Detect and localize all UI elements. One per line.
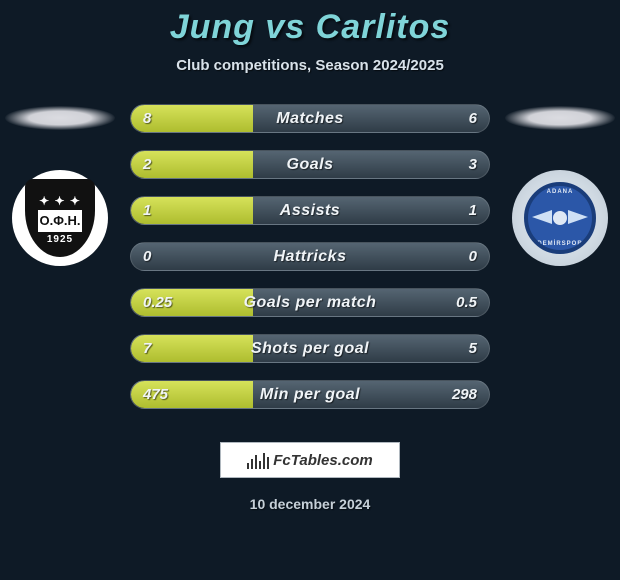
stat-row: 23Goals bbox=[130, 150, 490, 179]
footer-bar-icon bbox=[259, 461, 261, 469]
player-shadow-icon bbox=[505, 106, 615, 130]
competition-subtitle: Club competitions, Season 2024/2025 bbox=[0, 57, 620, 74]
stat-row: 00Hattricks bbox=[130, 242, 490, 271]
left-club-badge: ✦ ✦ ✦ O.Φ.H. 1925 bbox=[12, 170, 108, 266]
adana-bottom-text: DEMİRSPOR bbox=[537, 241, 582, 247]
ofi-top-text: ✦ ✦ ✦ bbox=[39, 194, 81, 208]
stat-label: Matches bbox=[131, 105, 489, 132]
footer-bar-icon bbox=[247, 463, 249, 469]
stat-rows: 86Matches 23Goals 11Assists 00Hattricks 0.25… bbox=[130, 104, 490, 409]
footer-brand-box: FcTables.com bbox=[220, 442, 400, 478]
stat-row: 475298Min per goal bbox=[130, 380, 490, 409]
ofi-year: 1925 bbox=[47, 234, 73, 245]
footer-bar-icon bbox=[267, 457, 269, 469]
stats-area: ✦ ✦ ✦ O.Φ.H. 1925 ADANA DEMİRSPOR 86Matc… bbox=[0, 104, 620, 424]
right-player-column: ADANA DEMİRSPOR bbox=[500, 104, 620, 266]
adana-center-icon bbox=[553, 211, 567, 225]
adana-core-icon: ADANA DEMİRSPOR bbox=[524, 182, 596, 254]
adana-wing-left-icon bbox=[532, 210, 552, 224]
stat-label: Shots per goal bbox=[131, 335, 489, 362]
ofi-shield-icon: ✦ ✦ ✦ O.Φ.H. 1925 bbox=[25, 179, 95, 257]
player-shadow-icon bbox=[5, 106, 115, 130]
stat-row: 75Shots per goal bbox=[130, 334, 490, 363]
stat-label: Goals bbox=[131, 151, 489, 178]
stat-row: 11Assists bbox=[130, 196, 490, 225]
stat-row: 86Matches bbox=[130, 104, 490, 133]
stat-label: Hattricks bbox=[131, 243, 489, 270]
adana-top-text: ADANA bbox=[547, 189, 574, 195]
player1-name: Jung bbox=[170, 8, 255, 46]
comparison-title: Jung vs Carlitos bbox=[0, 0, 620, 47]
left-player-column: ✦ ✦ ✦ O.Φ.H. 1925 bbox=[0, 104, 120, 266]
vs-text: vs bbox=[265, 8, 305, 46]
adana-wing-right-icon bbox=[568, 210, 588, 224]
stat-label: Min per goal bbox=[131, 381, 489, 408]
footer-bar-icon bbox=[251, 459, 253, 469]
player2-name: Carlitos bbox=[316, 8, 451, 46]
footer-bar-icon bbox=[255, 455, 257, 469]
right-club-badge: ADANA DEMİRSPOR bbox=[512, 170, 608, 266]
stat-row: 0.250.5Goals per match bbox=[130, 288, 490, 317]
snapshot-date: 10 december 2024 bbox=[0, 496, 620, 512]
footer-bars-icon bbox=[247, 451, 269, 469]
stat-label: Goals per match bbox=[131, 289, 489, 316]
footer-brand-text: FcTables.com bbox=[273, 452, 372, 469]
stat-label: Assists bbox=[131, 197, 489, 224]
ofi-short-name: O.Φ.H. bbox=[38, 210, 82, 232]
footer-bar-icon bbox=[263, 453, 265, 469]
